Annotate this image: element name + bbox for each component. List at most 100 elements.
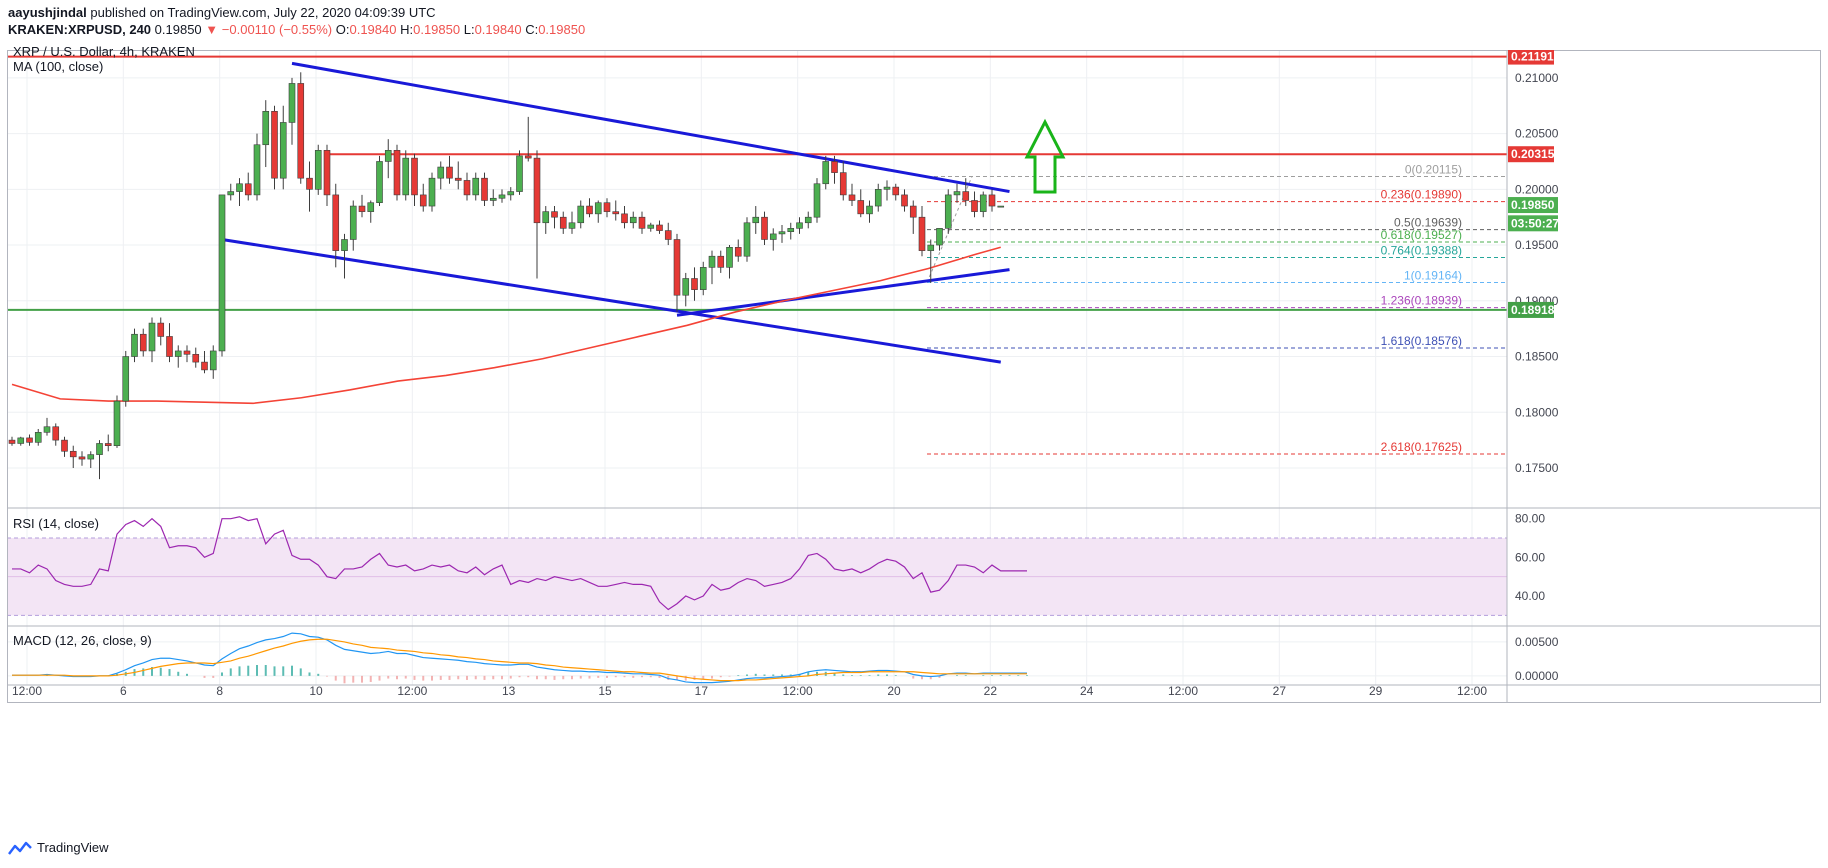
fib-label: 1.236(0.18939) [1381,294,1462,308]
time-label: 17 [695,684,709,698]
fib-anchor-line [926,176,973,283]
last-price: 0.19850 [154,22,202,37]
candle-body [918,216,926,251]
candle-body [524,155,532,159]
candle-body [61,439,68,452]
fib-label: 1(0.19164) [1404,269,1462,283]
candle-body [69,450,77,458]
candles [8,72,1005,480]
candle-body [647,224,655,229]
fib-label: 0.236(0.19890) [1381,188,1462,202]
candle-body [612,211,620,215]
price-tick-label: 0.17500 [1515,461,1559,475]
candle-body [209,350,217,371]
fib-label: 0.764(0.19388) [1381,244,1462,258]
candle-body [551,211,558,218]
candle-body [769,233,777,240]
candle-body [507,191,515,196]
candle-body [997,205,1005,208]
fibonacci-levels: 0(0.20115) 0.236(0.19890) 0.5(0.19639)0.61… [926,163,1507,455]
chart-frame[interactable]: 0(0.20115) 0.236(0.19890) 0.5(0.19639) 0.61… [7,44,1821,854]
candle-body [516,155,523,192]
price-tag-bg [1508,215,1558,232]
price-tick-label: 0.20500 [1515,127,1559,141]
candle-body [874,189,882,207]
candle-body [682,278,690,296]
time-label: 8 [216,684,223,698]
chart-svg[interactable]: 0(0.20115) 0.236(0.19890) 0.5(0.19639)0.61… [7,48,1821,854]
candle-body [428,177,436,207]
candle-body [288,83,296,123]
candle-body [43,426,51,433]
candle-body [813,183,821,218]
candle-body [384,150,392,162]
candle-body [332,194,340,251]
pane-title: XRP / U.S. Dollar, 4h, KRAKEN [13,44,195,59]
ma-legend[interactable]: MA (100, close) [13,59,104,74]
candle-body [927,244,935,251]
candle-body [218,194,226,352]
candle-body [839,172,847,196]
candle-body [848,194,856,201]
trend-line [676,268,1010,317]
candle-body [8,439,16,444]
candle-body [236,183,243,192]
horizontal-lines [7,55,1507,311]
open-value: 0.19840 [349,22,397,37]
candle-body [157,322,165,337]
macd-tick-label: 0.00000 [1515,669,1559,683]
candle-body [279,122,287,179]
candle-body [437,166,445,179]
fib-label: 0.618(0.19527) [1381,228,1462,242]
chart-header: aayushjindal published on TradingView.co… [8,4,585,38]
candle-body [664,230,672,240]
footer-brand[interactable]: TradingView [37,840,109,855]
candle-body [787,228,795,232]
candle-body [936,228,943,246]
candle-body [419,194,427,207]
tradingview-logo-icon[interactable] [8,841,32,855]
candle-body [227,191,235,196]
candle-body [857,200,865,215]
candle-body [148,322,156,352]
candle-body [796,222,803,229]
candle-body [122,356,130,402]
close-value: 0.19850 [538,22,586,37]
candle-body [183,350,191,355]
candle-body [104,443,112,446]
candle-body [341,239,348,251]
candle-body [306,177,313,190]
fib-label: 0.5(0.19639) [1394,216,1462,230]
high-label: H: [400,22,414,37]
candle-body [166,336,173,357]
candle-body [253,144,261,196]
low-value: 0.19840 [474,22,522,37]
candle-body [323,150,331,196]
rsi-line [12,516,1027,611]
time-label: 12:00 [397,684,427,698]
candle-body [402,157,410,196]
price-tick-label: 0.21000 [1515,71,1559,85]
price-change: ▼ −0.00110 (−0.55%) [205,22,333,37]
time-label: 24 [1080,684,1094,698]
candle-body [577,205,585,224]
time-label: 12:00 [12,684,42,698]
rsi-legend[interactable]: RSI (14, close) [13,516,99,531]
macd-legend[interactable]: MACD (12, 26, close, 9) [13,633,152,648]
candle-body [454,177,462,181]
candle-body [603,202,611,212]
candle-body [831,161,838,173]
candle-body [113,400,121,446]
candle-body [726,246,733,268]
chart-border [7,50,1821,703]
candle-body [96,443,103,455]
candle-body [542,211,550,224]
candle-body [463,180,471,196]
candle-body [411,157,418,196]
publisher-name[interactable]: aayushjindal [8,5,87,20]
price-tag-label: 03:50:27 [1511,216,1559,230]
time-label: 12:00 [1457,684,1487,698]
candle-body [778,231,786,235]
candle-body [314,150,322,190]
price-tag-bg [1508,48,1554,65]
